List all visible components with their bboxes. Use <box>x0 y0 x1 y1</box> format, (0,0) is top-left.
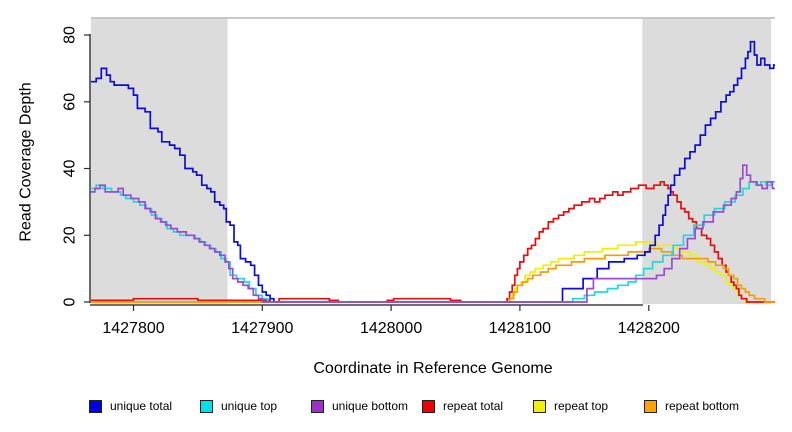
legend-swatch <box>533 399 546 413</box>
legend-item-label: repeat total <box>443 399 504 413</box>
x-tick-label: 1428000 <box>360 320 422 337</box>
legend-item-label: repeat bottom <box>665 399 740 413</box>
series-line-unique-total <box>91 40 775 303</box>
legend-item-repeat-top: repeat top <box>533 399 644 413</box>
series-line-unique-bottom <box>91 164 775 303</box>
legend-item-repeat-total: repeat total <box>422 399 533 413</box>
legend-item-unique-top: unique top <box>200 399 311 413</box>
x-axis-title: Coordinate in Reference Genome <box>313 360 552 377</box>
y-tick-label: 80 <box>62 26 79 44</box>
y-tick-label: 20 <box>62 226 79 244</box>
series-line-repeat-bottom <box>91 247 775 303</box>
y-tick-label: 0 <box>62 297 79 306</box>
legend-item-repeat-bottom: repeat bottom <box>644 399 755 413</box>
y-tick-label: 40 <box>62 160 79 178</box>
legend-item-label: unique bottom <box>332 399 409 413</box>
x-tick-label: 1428200 <box>618 320 680 337</box>
series-line-repeat-total <box>91 180 775 303</box>
legend-item-label: unique top <box>221 399 278 413</box>
legend-swatch <box>200 399 213 413</box>
legend: unique total unique top unique bottom repea… <box>89 399 755 413</box>
x-tick-label: 1427800 <box>102 320 164 337</box>
y-axis-title: Read Coverage Depth <box>18 82 35 241</box>
legend-item-unique-total: unique total <box>89 399 200 413</box>
shaded-region <box>642 19 772 304</box>
shaded-region <box>91 19 228 304</box>
x-tick-label: 1427900 <box>231 320 293 337</box>
x-tick-label: 1428100 <box>489 320 551 337</box>
legend-swatch <box>89 399 102 413</box>
legend-swatch <box>311 399 324 413</box>
legend-swatch <box>422 399 435 413</box>
legend-item-label: repeat top <box>554 399 609 413</box>
plot-area: 1427800 1427900 1428000 1428100 1428200 0 20 40… <box>62 17 775 337</box>
y-tick-label: 60 <box>62 93 79 111</box>
legend-item-label: unique total <box>110 399 173 413</box>
legend-swatch <box>644 399 657 413</box>
series-line-unique-top <box>91 180 775 303</box>
legend-item-unique-bottom: unique bottom <box>311 399 422 413</box>
